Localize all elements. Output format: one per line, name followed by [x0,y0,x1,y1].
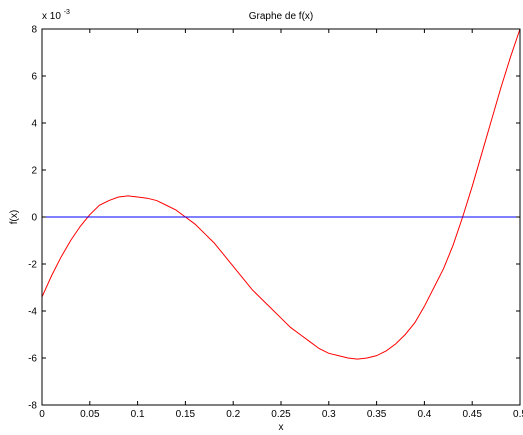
y-axis-exponent: x 10 -3 [42,9,70,22]
y-axis-label: f(x) [9,210,20,224]
y-tick-label: -2 [28,260,37,271]
x-tick-label: 0.3 [322,409,336,420]
x-tick-label: 0.5 [513,409,523,420]
x-ticks: 0 0.05 0.1 0.15 0.2 0.25 0.3 0.35 0.4 0.45 0.5 [39,29,523,420]
y-tick-label: -8 [28,401,37,412]
x-tick-label: 0.15 [176,409,196,420]
y-tick-label: -4 [28,307,37,318]
y-tick-label: -6 [28,354,37,365]
y-tick-label: 2 [31,166,37,177]
y-tick-label: 8 [31,25,37,36]
series-layer [41,28,521,360]
y-ticks: -8 -6 -4 -2 0 2 4 6 8 [28,25,520,412]
x-tick-label: 0.4 [417,409,431,420]
x-tick-label: 0.2 [226,409,240,420]
y-tick-label: 4 [31,119,37,130]
x-tick-label: 0.35 [367,409,387,420]
x-tick-label: 0.25 [271,409,291,420]
y-tick-label: 0 [31,213,37,224]
x-tick-label: 0.45 [462,409,482,420]
y-axis-exponent-base: x 10 [42,11,61,22]
x-tick-label: 0.1 [131,409,145,420]
series-line-1 [41,28,521,360]
plot-area: 00.050.10.150.20.250.30.350.40.450.5 -8-… [28,25,523,421]
x-axis-label: x [279,422,284,433]
x-tick-label: 0 [39,409,45,420]
chart-title: Graphe de f(x) [249,11,313,22]
x-tick-label: 0.05 [80,409,100,420]
y-axis-exponent-power: -3 [64,9,70,16]
y-tick-label: 6 [31,72,37,83]
